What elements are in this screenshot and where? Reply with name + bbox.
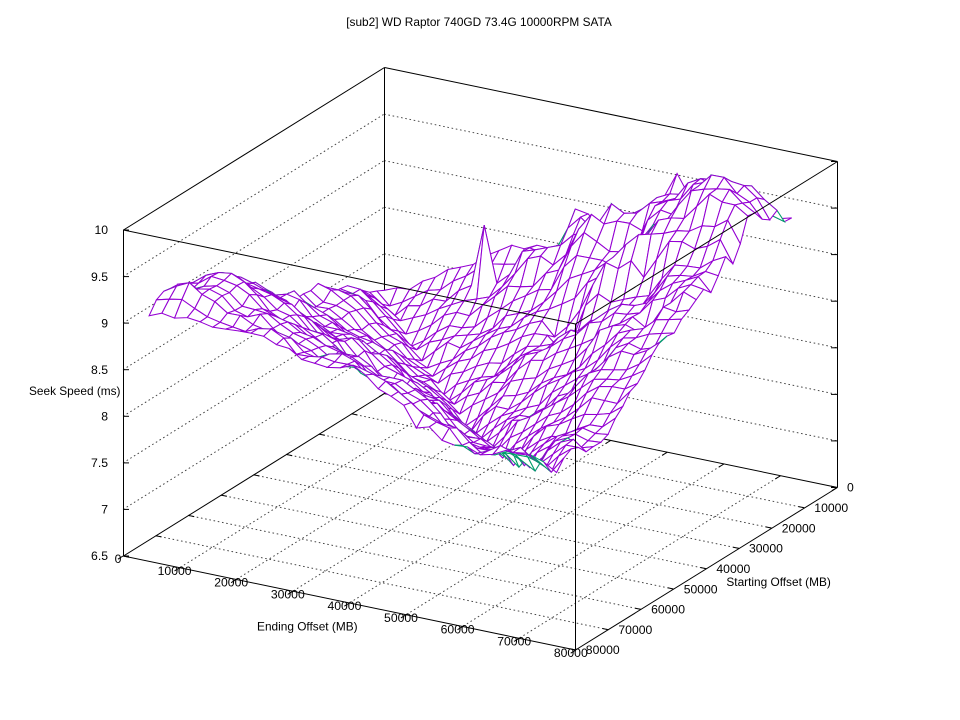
- svg-text:7: 7: [101, 503, 108, 517]
- svg-text:7.5: 7.5: [91, 456, 108, 470]
- svg-text:80000: 80000: [554, 646, 588, 660]
- svg-text:10000: 10000: [158, 564, 192, 578]
- svg-text:0: 0: [847, 481, 854, 495]
- svg-text:50000: 50000: [384, 611, 418, 625]
- svg-text:60000: 60000: [651, 603, 685, 617]
- svg-text:9: 9: [101, 316, 108, 330]
- svg-text:0: 0: [115, 552, 122, 566]
- svg-text:70000: 70000: [618, 623, 652, 637]
- svg-text:40000: 40000: [716, 562, 750, 576]
- svg-text:30000: 30000: [749, 542, 783, 556]
- svg-text:Starting Offset (MB): Starting Offset (MB): [726, 575, 830, 589]
- svg-text:30000: 30000: [271, 588, 305, 602]
- svg-text:20000: 20000: [782, 521, 816, 535]
- svg-text:10: 10: [94, 223, 108, 237]
- svg-text:8.5: 8.5: [91, 363, 108, 377]
- svg-text:60000: 60000: [441, 623, 475, 637]
- svg-text:40000: 40000: [327, 599, 361, 613]
- svg-text:20000: 20000: [214, 576, 248, 590]
- svg-text:50000: 50000: [684, 582, 718, 596]
- svg-text:80000: 80000: [586, 643, 620, 657]
- svg-text:[sub2] WD Raptor 740GD 73.4G 1: [sub2] WD Raptor 740GD 73.4G 10000RPM SA…: [346, 15, 612, 29]
- svg-text:Ending Offset (MB): Ending Offset (MB): [257, 620, 358, 634]
- svg-text:70000: 70000: [497, 635, 531, 649]
- svg-text:8: 8: [101, 410, 108, 424]
- svg-text:10000: 10000: [814, 501, 848, 515]
- svg-text:6.5: 6.5: [91, 549, 108, 563]
- svg-text:9.5: 9.5: [91, 270, 108, 284]
- svg-text:Seek Speed (ms): Seek Speed (ms): [29, 384, 121, 398]
